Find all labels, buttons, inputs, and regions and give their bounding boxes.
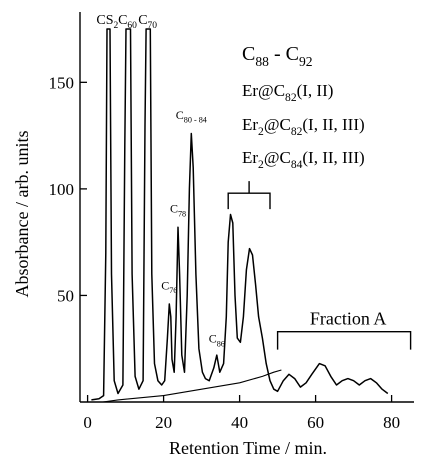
chromatogram-trace (91, 28, 389, 401)
y-tick-label: 100 (49, 180, 75, 199)
baseline-trace (102, 369, 282, 403)
x-tick-label: 0 (83, 413, 92, 432)
traces (91, 28, 389, 403)
peak-label: CS2​ (96, 13, 118, 31)
annotation-line: Er@C82​(I, II) (242, 81, 333, 104)
y-tick-label: 150 (49, 73, 75, 92)
x-tick-label: 60 (307, 413, 324, 432)
annotation-line: C88​ - C92​ (242, 43, 313, 69)
fraction-bracket (276, 330, 412, 350)
fraction-label: Fraction A (310, 309, 387, 329)
peak-labels: CS2​C60​C70​ C76​ C78​ C80 - 84​ C86​ (96, 13, 224, 348)
axes: 50 100 150 0 20 40 60 80 (49, 12, 414, 432)
x-tick-label: 40 (231, 413, 248, 432)
x-axis-label: Retention Time / min. (169, 438, 327, 458)
x-tick-label: 80 (383, 413, 400, 432)
peak-label: C86​ (209, 332, 225, 349)
annotation-line: Er2​@C84​(I, II, III) (242, 148, 365, 171)
annotations: C88​ - C92​ Er@C82​(I, II) Er2​@C82​(I, II… (227, 43, 412, 350)
annotation-line: Er2​@C82​(I, II, III) (242, 115, 365, 138)
peak-label: C80 - 84​ (176, 108, 207, 125)
peak-label: C78​ (170, 202, 186, 219)
peak-label: C70​ (138, 13, 157, 31)
y-axis-label: Absorbance / arb. units (12, 131, 32, 298)
group-bracket (227, 181, 271, 210)
peak-label: C76​ (161, 278, 177, 295)
y-tick-label: 50 (57, 286, 74, 305)
x-tick-label: 20 (155, 413, 172, 432)
peak-label: C60​ (118, 13, 137, 31)
